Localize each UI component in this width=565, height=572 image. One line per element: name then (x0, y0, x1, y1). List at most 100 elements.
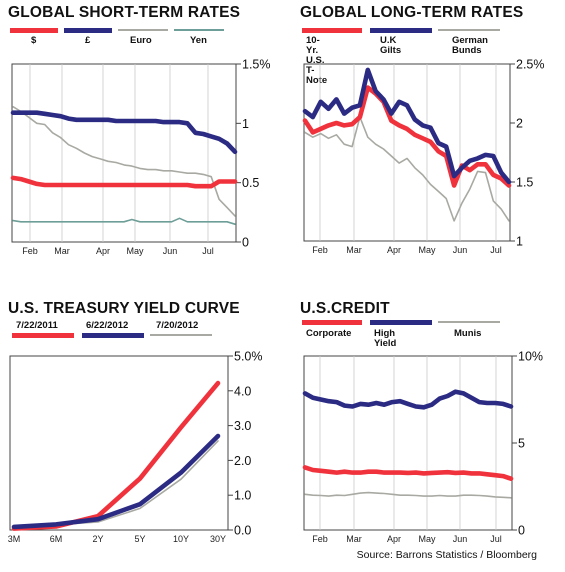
short-plot-frame (11, 63, 237, 243)
legend-euro-swatch (118, 29, 168, 31)
legend-pound-swatch (64, 28, 112, 33)
us-credit-title: U.S.CREDIT (300, 300, 390, 317)
legend-yen-swatch (174, 29, 224, 31)
us-credit-plot: 0 5 10% Feb Mar Apr May Jun Jul (302, 350, 543, 544)
yield-curve-legend: 7/22/2011 6/22/2012 7/20/2012 (0, 320, 282, 360)
curve-ytick-label: 1.0 (234, 489, 251, 503)
curve-ytick-label: 3.0 (234, 419, 251, 433)
credit-xtick-label: Mar (346, 534, 362, 544)
legend-corporate-swatch (302, 320, 362, 325)
curve-series-6-22-2012 (11, 433, 221, 530)
credit-ytick-label: 0 (518, 524, 525, 538)
legend-munis-swatch (438, 321, 500, 323)
curve-plot-frame (9, 355, 229, 531)
long-xtick-label: Feb (312, 245, 328, 255)
long-xtick-label: Apr (387, 245, 401, 255)
curve-xtick-label: 10Y (173, 534, 189, 544)
short-ytick-label: 1 (242, 117, 249, 131)
long-plot-frame (303, 63, 511, 242)
credit-plot-frame (303, 355, 513, 531)
short-series- (10, 175, 238, 189)
legend-us-tnote-label: 10-Yr. U.S. T-Note (306, 35, 328, 86)
short-ytick-label: 0.5 (242, 176, 259, 190)
credit-ytick-label: 5 (518, 437, 525, 451)
long-term-plot: 1 1.5 2 2.5% Feb Mar Apr May Jun Jul (302, 58, 545, 255)
legend-2011-swatch (12, 333, 74, 338)
short-xtick-label: Jun (163, 246, 178, 256)
short-series- (10, 110, 238, 155)
short-term-rates-panel: GLOBAL SHORT-TERM RATES $ £ Euro Yen 0 0.… (0, 0, 282, 282)
curve-series-7-22-2011 (11, 380, 221, 531)
legend-corporate-label: Corporate (306, 328, 352, 339)
credit-ytick-label: 10% (518, 350, 543, 364)
short-series-euro (12, 105, 236, 217)
credit-series-corporate (302, 465, 514, 481)
long-xtick-label: Jul (490, 245, 502, 255)
short-series-yen (12, 217, 236, 225)
curve-ytick-label: 5.0% (234, 350, 263, 364)
curve-xtick-label: 3M (8, 534, 21, 544)
yield-curve-panel: U.S. TREASURY YIELD CURVE 7/22/2011 6/22… (0, 290, 282, 572)
us-credit-panel: U.S.CREDIT Corporate High Yield Munis 0 5… (292, 290, 565, 572)
source-note: Source: Barrons Statistics / Bloomberg (356, 549, 537, 561)
short-ytick-label: 1.5% (242, 58, 271, 72)
legend-german-bunds-label: German Bunds (452, 35, 488, 56)
short-term-title: GLOBAL SHORT-TERM RATES (8, 4, 241, 21)
long-ytick-label: 1 (516, 235, 523, 249)
curve-xtick-label: 6M (50, 534, 63, 544)
credit-xtick-label: Apr (387, 534, 401, 544)
curve-ytick-label: 2.0 (234, 454, 251, 468)
legend-dollar-label: $ (31, 35, 37, 46)
legend-high-yield-label: High Yield (374, 328, 397, 349)
short-term-legend: $ £ Euro Yen (0, 28, 282, 68)
short-ytick-label: 0 (242, 236, 249, 250)
curve-ytick-label: 0.0 (234, 524, 251, 538)
us-credit-legend: Corporate High Yield Munis (292, 320, 565, 360)
yield-curve-plot: 0.0 1.0 2.0 3.0 4.0 5.0% 3M 6M 2Y 5Y 10Y 30Y (8, 350, 263, 545)
long-term-legend: 10-Yr. U.S. T-Note U.K Gilts German Bund… (292, 28, 565, 86)
curve-xtick-label: 2Y (92, 534, 103, 544)
legend-2011-label: 7/22/2011 (16, 320, 58, 331)
short-xtick-label: Apr (96, 246, 110, 256)
legend-high-yield-swatch (370, 320, 432, 325)
legend-uk-gilts-label: U.K Gilts (380, 35, 402, 56)
curve-xtick-label: 5Y (134, 534, 145, 544)
yield-curve-title: U.S. TREASURY YIELD CURVE (8, 300, 240, 317)
credit-xtick-label: Jul (490, 534, 502, 544)
long-series-german-bunds (304, 116, 510, 222)
legend-german-bunds-swatch (438, 29, 500, 31)
long-series-10-yr-u-s-t-note (302, 85, 512, 188)
long-ytick-label: 1.5 (516, 176, 533, 190)
short-xtick-label: Feb (22, 246, 38, 256)
legend-munis-label: Munis (454, 328, 482, 339)
legend-jul-2012-swatch (150, 334, 212, 336)
curve-xtick-label: 30Y (210, 534, 226, 544)
long-ytick-label: 2 (516, 117, 523, 131)
short-xtick-label: Jul (202, 246, 214, 256)
short-xtick-label: Mar (54, 246, 70, 256)
long-term-title: GLOBAL LONG-TERM RATES (300, 4, 524, 21)
legend-pound-label: £ (85, 35, 91, 46)
legend-us-tnote-swatch (302, 28, 362, 33)
credit-series-high-yield (302, 389, 514, 410)
long-xtick-label: May (418, 245, 436, 255)
legend-euro-label: Euro (130, 35, 152, 46)
legend-jun-2012-swatch (82, 333, 144, 338)
credit-xtick-label: May (418, 534, 436, 544)
long-ytick-label: 2.5% (516, 58, 545, 72)
credit-xtick-label: Feb (312, 534, 328, 544)
legend-dollar-swatch (10, 28, 58, 33)
legend-uk-gilts-swatch (370, 28, 432, 33)
credit-xtick-label: Jun (453, 534, 468, 544)
credit-series-munis (304, 491, 512, 499)
legend-jun-2012-label: 6/22/2012 (86, 320, 129, 331)
long-series-u-k-gilts (302, 67, 512, 185)
short-term-plot: 0 0.5 1 1.5% Feb Mar Apr May Jun Jul (10, 58, 271, 256)
curve-ytick-label: 4.0 (234, 384, 251, 398)
long-term-rates-panel: GLOBAL LONG-TERM RATES 10-Yr. U.S. T-Not… (292, 0, 565, 282)
legend-jul-2012-label: 7/20/2012 (156, 320, 199, 331)
long-xtick-label: Mar (346, 245, 362, 255)
long-xtick-label: Jun (453, 245, 468, 255)
legend-yen-label: Yen (190, 35, 207, 46)
short-xtick-label: May (126, 246, 144, 256)
